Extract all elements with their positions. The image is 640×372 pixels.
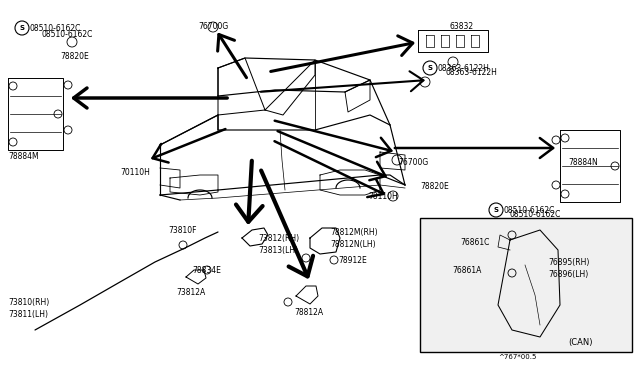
Text: 76895(RH): 76895(RH) xyxy=(548,258,589,267)
Text: 08363-6122H: 08363-6122H xyxy=(438,64,490,73)
Text: 78812M(RH): 78812M(RH) xyxy=(330,228,378,237)
Text: 78884N: 78884N xyxy=(568,158,598,167)
Text: 08510-6162C: 08510-6162C xyxy=(42,30,93,39)
Text: 78884M: 78884M xyxy=(8,152,38,161)
Text: 76861C: 76861C xyxy=(460,238,490,247)
Text: 76700G: 76700G xyxy=(398,158,428,167)
Text: 78834E: 78834E xyxy=(192,266,221,275)
Text: 73812A: 73812A xyxy=(176,288,205,297)
Text: 73811(LH): 73811(LH) xyxy=(8,310,48,319)
Text: 63832: 63832 xyxy=(450,22,474,31)
Text: S: S xyxy=(428,65,433,71)
Text: S: S xyxy=(19,25,24,31)
Text: 76700G: 76700G xyxy=(198,22,228,31)
Text: 78812A: 78812A xyxy=(294,308,323,317)
Bar xyxy=(420,218,632,352)
Text: 78110H: 78110H xyxy=(368,192,397,201)
Text: ^767*00.5: ^767*00.5 xyxy=(498,354,536,360)
Text: 08510-6162C: 08510-6162C xyxy=(30,24,81,33)
Text: 70110H: 70110H xyxy=(120,168,150,177)
Text: 76861A: 76861A xyxy=(452,266,481,275)
Text: 73813(LH): 73813(LH) xyxy=(258,246,298,255)
Text: 78912E: 78912E xyxy=(338,256,367,265)
Text: 73810F: 73810F xyxy=(168,226,196,235)
Text: 78820E: 78820E xyxy=(60,52,89,61)
Text: 73810(RH): 73810(RH) xyxy=(8,298,49,307)
Text: 08510-6162C: 08510-6162C xyxy=(504,206,556,215)
Text: 78812N(LH): 78812N(LH) xyxy=(330,240,376,249)
Text: 73812(RH): 73812(RH) xyxy=(258,234,299,243)
Text: 78820E: 78820E xyxy=(420,182,449,191)
Text: S: S xyxy=(493,207,499,213)
Text: 08363-6122H: 08363-6122H xyxy=(445,68,497,77)
Text: 08510-6162C: 08510-6162C xyxy=(510,210,561,219)
Text: 76896(LH): 76896(LH) xyxy=(548,270,588,279)
Text: (CAN): (CAN) xyxy=(568,338,593,347)
